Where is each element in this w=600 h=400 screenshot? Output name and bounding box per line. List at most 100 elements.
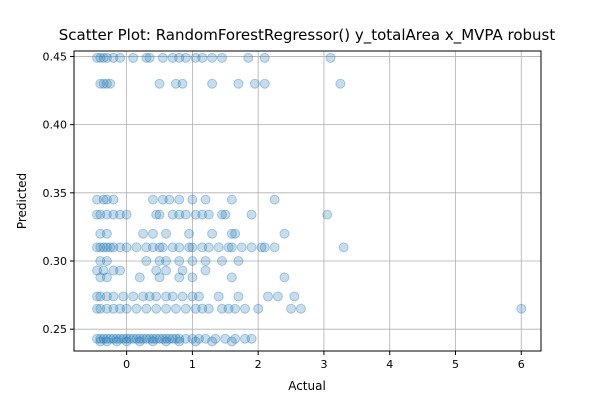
scatter-point — [279, 272, 290, 283]
scatter-point — [151, 333, 162, 344]
scatter-point — [233, 256, 244, 266]
scatter-point — [144, 52, 155, 63]
scatter-point — [295, 303, 306, 314]
scatter-point — [164, 194, 175, 205]
scatter-point — [170, 78, 181, 89]
scatter-point — [269, 242, 280, 253]
scatter-point — [161, 303, 172, 314]
scatter-point — [216, 303, 227, 314]
scatter-point — [322, 209, 333, 220]
scatter-point — [200, 256, 211, 266]
scatter-point — [128, 291, 139, 302]
scatter-point — [187, 272, 198, 283]
scatter-point — [147, 336, 158, 347]
scatter-point — [141, 333, 152, 344]
scatter-point — [101, 78, 112, 89]
scatter-point — [128, 333, 139, 344]
scatter-point — [174, 194, 185, 205]
scatter-point — [216, 209, 227, 220]
scatter-point — [269, 194, 280, 205]
x-tick-label: 5 — [452, 358, 459, 371]
scatter-point — [92, 265, 103, 276]
scatter-point — [115, 242, 126, 253]
scatter-point — [161, 228, 172, 239]
scatter-point — [144, 291, 155, 302]
scatter-point — [187, 194, 198, 205]
scatter-point — [157, 194, 168, 205]
scatter-point — [174, 333, 185, 344]
scatter-point — [101, 256, 112, 266]
scatter-point — [193, 291, 204, 302]
scatter-point — [233, 78, 244, 89]
scatter-point — [95, 291, 106, 302]
scatter-point — [177, 78, 188, 89]
scatter-point — [226, 242, 237, 253]
scatter-point — [246, 209, 257, 220]
scatter-point — [141, 256, 152, 266]
scatter-point — [121, 303, 132, 314]
scatter-point — [115, 265, 126, 276]
scatter-point — [95, 336, 106, 347]
scatter-point — [101, 333, 112, 344]
scatter-point — [256, 242, 267, 253]
scatter-point — [164, 333, 175, 344]
scatter-point — [92, 303, 103, 314]
grid-lines — [74, 51, 541, 351]
scatter-point — [200, 194, 211, 205]
scatter-point — [101, 52, 112, 63]
scatter-point — [101, 303, 112, 314]
scatter-point — [170, 333, 181, 344]
scatter-point — [325, 52, 336, 63]
scatter-point — [289, 291, 300, 302]
scatter-point — [174, 52, 185, 63]
scatter-point — [180, 209, 191, 220]
scatter-point — [197, 209, 208, 220]
scatter-point — [230, 303, 241, 314]
x-tick-label: 1 — [189, 358, 196, 371]
scatter-point — [161, 291, 172, 302]
scatter-point — [157, 242, 168, 253]
scatter-point — [92, 52, 103, 63]
scatter-point — [207, 52, 218, 63]
scatter-point — [187, 333, 198, 344]
scatter-point — [144, 333, 155, 344]
scatter-point — [243, 52, 254, 63]
scatter-point — [184, 242, 195, 253]
scatter-point — [121, 209, 132, 220]
scatter-point — [154, 209, 165, 220]
scatter-point — [167, 242, 178, 253]
scatter-point — [92, 242, 103, 253]
scatter-point — [151, 209, 162, 220]
scatter-point — [213, 291, 224, 302]
scatter-point — [161, 333, 172, 344]
scatter-point — [187, 291, 198, 302]
scatter-point — [193, 333, 204, 344]
scatter-point — [121, 336, 132, 347]
scatter-point — [95, 256, 106, 266]
scatter-point — [98, 333, 109, 344]
scatter-point — [141, 303, 152, 314]
scatter-point — [259, 52, 270, 63]
scatter-point — [286, 303, 297, 314]
scatter-point — [161, 336, 172, 347]
scatter-point — [240, 333, 251, 344]
scatter-point — [226, 228, 237, 239]
scatter-point — [161, 256, 172, 266]
scatter-point — [174, 272, 185, 283]
scatter-point — [335, 78, 346, 89]
scatter-point — [134, 272, 145, 283]
scatter-point — [157, 333, 168, 344]
scatter-point — [147, 228, 158, 239]
scatter-point — [115, 209, 126, 220]
scatter-point — [216, 52, 227, 63]
scatter-point — [230, 333, 241, 344]
scatter-point — [92, 194, 103, 205]
scatter-point — [203, 303, 214, 314]
scatter-point — [111, 336, 122, 347]
scatter-point — [101, 228, 112, 239]
scatter-point — [131, 242, 142, 253]
scatter-point — [180, 303, 191, 314]
scatter-point — [151, 265, 162, 276]
scatter-point — [101, 272, 112, 283]
scatter-point — [272, 291, 283, 302]
